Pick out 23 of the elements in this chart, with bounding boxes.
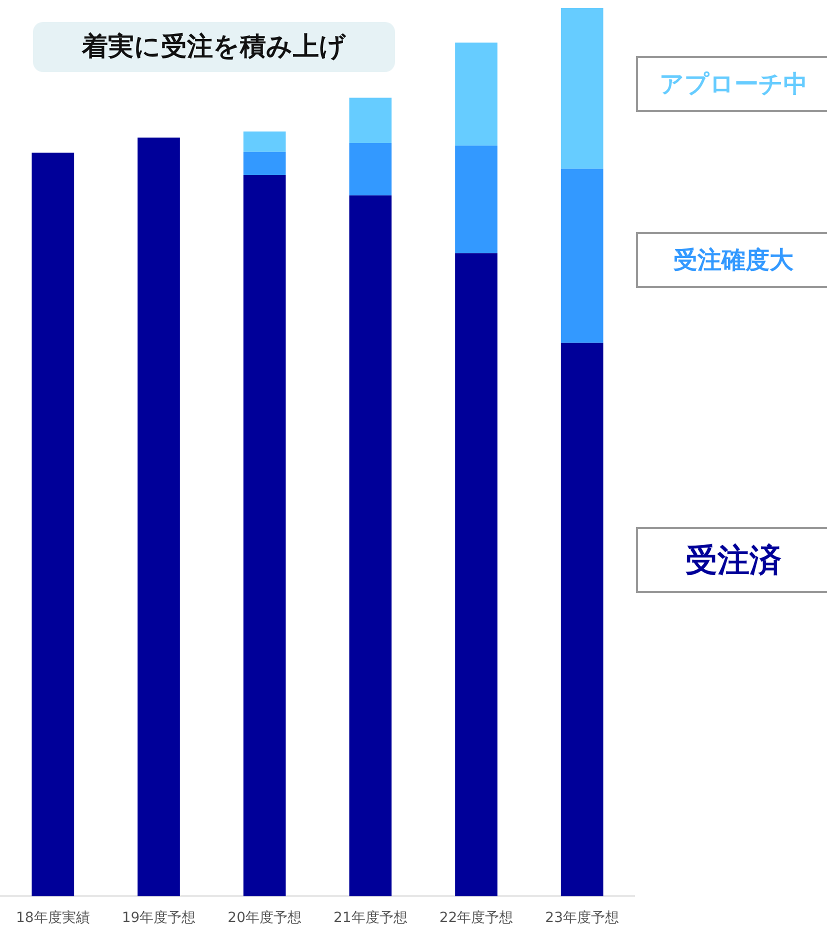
bar [349,143,392,196]
text: 受注確度大 [636,232,827,288]
text: 受注済 [636,527,827,593]
x-tick-label: 22年度予想 [439,910,514,926]
x-tick-label: 18年度実績 [16,910,90,926]
bar [560,168,604,343]
bar [560,8,604,169]
bar [243,174,286,896]
bar [455,253,498,896]
bar [349,98,392,144]
bar [243,152,286,175]
bar [138,138,180,896]
bar [455,146,498,254]
bar [560,342,604,896]
bar [32,152,74,896]
x-tick-label: 21年度予想 [334,910,408,926]
bar [349,195,392,896]
x-tick-label: 19年度予想 [122,910,196,926]
text: アプローチ中 [636,56,827,112]
bar [243,131,286,152]
x-tick-label: 23年度予想 [545,910,619,926]
x-tick-label: 20年度予想 [228,910,302,926]
bar [455,42,498,146]
